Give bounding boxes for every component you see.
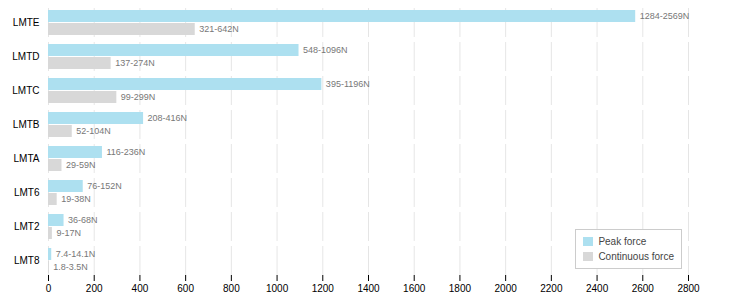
svg-text:600: 600 [177,283,194,294]
svg-text:LMTE: LMTE [13,17,40,28]
svg-text:36-68N: 36-68N [68,215,98,225]
svg-text:137-274N: 137-274N [115,58,155,68]
svg-text:7.4-14.1N: 7.4-14.1N [56,249,96,259]
svg-text:LMTA: LMTA [14,153,40,164]
svg-text:2800: 2800 [677,283,700,294]
svg-text:2600: 2600 [632,283,655,294]
html-text:Continuous force: Continuous force [598,251,674,262]
svg-text:0: 0 [46,283,52,294]
svg-text:LMTC: LMTC [12,85,39,96]
svg-text:1200: 1200 [312,283,335,294]
html-text:Peak force: Peak force [598,236,647,247]
svg-text:200: 200 [86,283,103,294]
svg-text:1600: 1600 [403,283,426,294]
svg-text:99-299N: 99-299N [121,92,156,102]
svg-text:2400: 2400 [586,283,609,294]
svg-text:LMTB: LMTB [13,119,40,130]
svg-text:1000: 1000 [266,283,289,294]
svg-text:208-416N: 208-416N [148,113,188,123]
svg-text:52-104N: 52-104N [76,126,111,136]
svg-text:800: 800 [223,283,240,294]
svg-text:2200: 2200 [540,283,563,294]
svg-text:19-38N: 19-38N [61,194,91,204]
svg-text:29-59N: 29-59N [66,160,96,170]
svg-text:1400: 1400 [357,283,380,294]
svg-text:LMTD: LMTD [12,51,39,62]
svg-text:400: 400 [132,283,149,294]
svg-text:1800: 1800 [449,283,472,294]
svg-text:1.8-3.5N: 1.8-3.5N [53,262,88,272]
svg-text:395-1196N: 395-1196N [326,79,370,89]
svg-text:9-17N: 9-17N [56,228,81,238]
svg-text:321-642N: 321-642N [199,24,239,34]
svg-text:LMT2: LMT2 [14,221,40,232]
svg-text:LMT8: LMT8 [14,255,40,266]
svg-text:548-1096N: 548-1096N [303,45,348,55]
svg-text:2000: 2000 [495,283,518,294]
svg-text:76-152N: 76-152N [87,181,122,191]
svg-text:1284-2569N: 1284-2569N [640,11,690,21]
svg-text:LMT6: LMT6 [14,187,40,198]
svg-text:116-236N: 116-236N [106,147,145,157]
